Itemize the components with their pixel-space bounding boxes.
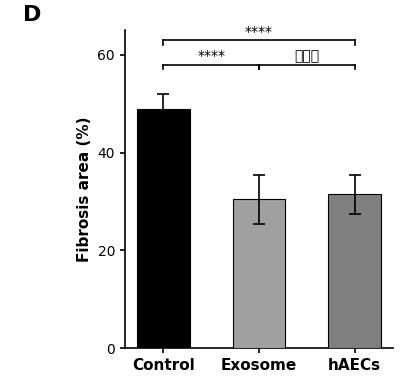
Bar — [137, 109, 190, 348]
Bar — [328, 194, 381, 348]
Y-axis label: Fibrosis area (%): Fibrosis area (%) — [77, 117, 92, 262]
Text: ****: **** — [197, 49, 225, 63]
Text: 无意义: 无意义 — [294, 49, 319, 63]
Text: D: D — [23, 5, 41, 25]
Bar — [232, 199, 285, 348]
Text: ****: **** — [245, 25, 273, 39]
